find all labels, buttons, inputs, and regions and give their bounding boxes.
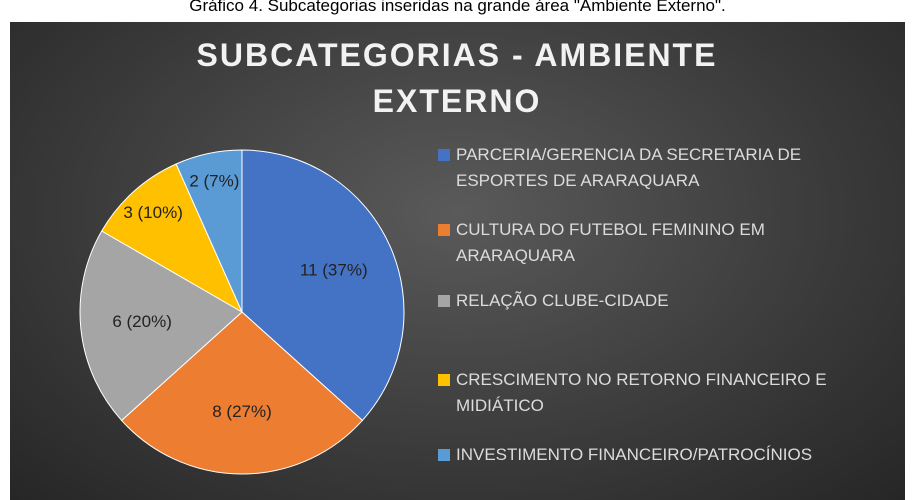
legend-label: INVESTIMENTO FINANCEIRO/PATROCÍNIOS bbox=[456, 445, 813, 464]
chart-area: SUBCATEGORIAS - AMBIENTE EXTERNO 11 (37%… bbox=[10, 22, 905, 500]
legend-swatch bbox=[438, 374, 450, 386]
legend-label: RELAÇÃO CLUBE-CIDADE bbox=[456, 291, 669, 310]
legend-item: PARCERIA/GERENCIA DA SECRETARIA DE ESPOR… bbox=[438, 142, 878, 194]
pie-slice bbox=[101, 163, 244, 314]
legend-item: INVESTIMENTO FINANCEIRO/PATROCÍNIOS bbox=[438, 442, 878, 468]
legend-label: PARCERIA/GERENCIA DA SECRETARIA DE ESPOR… bbox=[456, 145, 802, 190]
data-label: 3 (10%) bbox=[123, 203, 183, 222]
legend-label: CULTURA DO FUTEBOL FEMININO EM ARARAQUAR… bbox=[456, 220, 765, 265]
legend-swatch bbox=[438, 224, 450, 236]
caption: Gráfico 4. Subcategorias inseridas na gr… bbox=[189, 0, 726, 15]
chart: 11 (37%) 8 (27%) 6 (20%) 3 (10%) 2 (7%) bbox=[79, 149, 405, 475]
legend-label: CRESCIMENTO NO RETORNO FINANCEIRO E MIDI… bbox=[456, 370, 827, 415]
data-label: 11 (37%) bbox=[300, 261, 368, 280]
legend-item: CULTURA DO FUTEBOL FEMININO EM ARARAQUAR… bbox=[438, 217, 878, 269]
data-label: 8 (27%) bbox=[212, 402, 272, 421]
legend-item: CRESCIMENTO NO RETORNO FINANCEIRO E MIDI… bbox=[438, 367, 878, 419]
pie-slice bbox=[241, 149, 405, 422]
legend-swatch bbox=[438, 449, 450, 461]
data-label: 2 (7%) bbox=[189, 172, 239, 191]
legend-swatch bbox=[438, 295, 450, 307]
legend-swatch bbox=[438, 149, 450, 161]
legend-item: RELAÇÃO CLUBE-CIDADE bbox=[438, 288, 878, 314]
chart-title: SUBCATEGORIAS - AMBIENTE EXTERNO bbox=[196, 37, 718, 119]
pie-slice bbox=[79, 230, 243, 422]
pie-slice bbox=[120, 311, 364, 475]
pie-slice bbox=[175, 149, 243, 313]
data-label: 6 (20%) bbox=[112, 312, 172, 331]
